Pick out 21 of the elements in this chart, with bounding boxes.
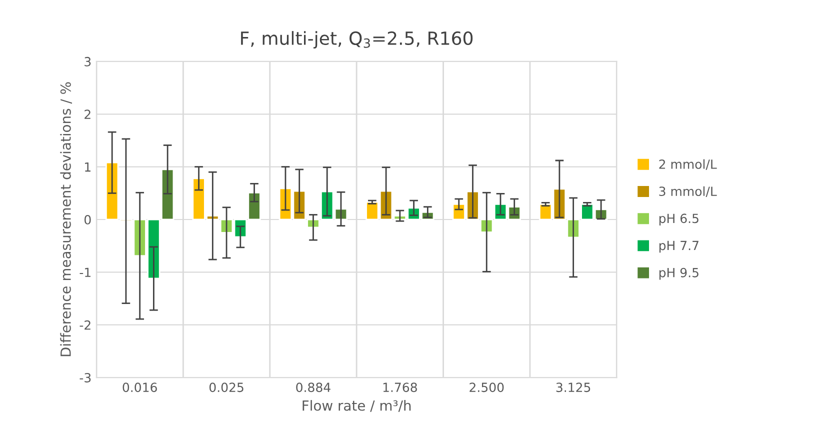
x-axis-title: Flow rate / m³/h [302,400,411,412]
y-tick-label: -2 [80,320,90,330]
y-tick-label: -3 [80,373,91,382]
y-axis-title: Difference measurement deviations / % [60,82,72,356]
legend-label: pH 9.5 [659,268,698,280]
chart-title: F, multi-jet, Q$_{3}$=2.5, R160 [241,31,473,49]
legend-label: pH 7.7 [659,240,698,253]
x-tick-label: 0.016 [122,382,157,392]
legend-label: 2 mmol/L [659,159,717,170]
x-tick-label: 2.500 [470,382,504,392]
legend-label: pH 6.5 [659,214,698,226]
y-tick-label: 3 [84,56,91,66]
x-tick-label: 0.884 [296,382,330,392]
y-tick-label: 0 [84,214,91,224]
legend-label: 3 mmol/L [659,186,717,198]
x-tick-label: 3.125 [556,382,590,392]
x-tick-label: 1.768 [383,382,417,392]
x-tick-label: 0.025 [209,382,244,392]
y-tick-label: 2 [84,110,90,119]
y-tick-label: -1 [80,268,90,277]
y-tick-label: 1 [85,162,90,172]
